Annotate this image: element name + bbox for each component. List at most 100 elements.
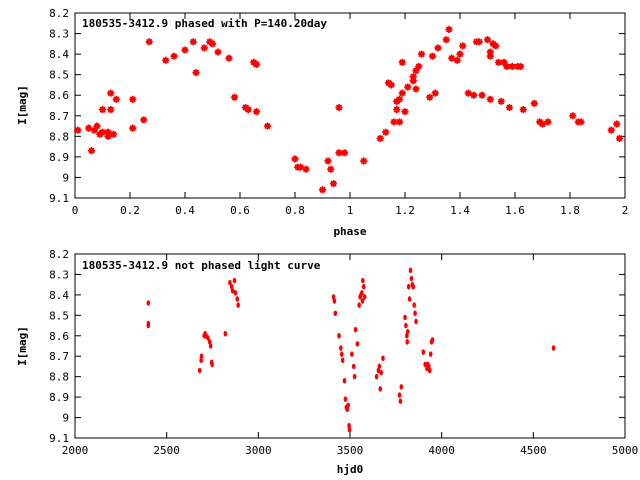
data-point [442,36,450,44]
data-point [379,369,383,376]
data-point [342,377,347,384]
data-point [170,52,178,60]
unphased-plot-frame [74,253,626,439]
data-point [104,128,112,136]
y-tick-label: 8.5 [49,309,69,322]
phased-axis-ticks: 0 0.2 0.4 0.6 0.8 1 1.2 1.4 1.6 1.8 2 8.2 8.3 8.4 8.5 8… [49,7,628,217]
data-point [397,392,402,398]
data-point [199,357,203,364]
unphased-data-points [146,267,556,433]
phased-plot-frame [74,12,626,199]
data-point [107,106,115,114]
data-point [353,326,358,333]
data-point [208,343,213,349]
data-point [415,62,423,71]
data-point [206,335,210,341]
data-point [408,267,413,274]
data-point [98,128,107,136]
data-point [387,81,395,89]
data-point [343,396,348,402]
data-point [497,97,505,105]
data-point [404,322,408,329]
data-point [360,298,365,304]
unphased-y-axis-label: I[mag] [16,326,29,366]
unphased-axis-ticks: 2000 2500 3000 3500 4000 4500 5000 8.2 8.3 8.4 8.5… [49,248,638,457]
data-point [412,302,416,308]
data-point [296,163,305,171]
y-tick-label: 8.2 [49,248,69,261]
data-point [405,339,410,345]
y-tick-label: 8.4 [49,289,69,302]
data-point [340,357,345,364]
data-point [430,337,435,343]
data-point [399,384,404,390]
y-tick-label: 8.7 [49,110,69,123]
data-point [421,349,426,355]
data-point [263,122,272,130]
data-point [252,108,261,116]
data-point [230,288,235,294]
data-point [505,103,514,112]
x-tick-label: 2000 [62,444,89,457]
data-point [352,373,357,380]
data-point [236,302,240,308]
data-point [607,126,615,134]
data-point [230,93,239,101]
data-point [459,42,467,50]
data-point [569,112,577,120]
data-point [403,314,407,321]
data-point [407,296,412,302]
data-point [355,341,360,347]
data-point [413,310,417,317]
data-point [395,118,404,126]
data-point [192,69,200,77]
data-point [145,38,153,46]
data-point [302,165,310,173]
y-tick-label: 8.5 [49,69,69,82]
data-point [464,89,472,97]
data-point [426,93,434,101]
data-point [613,120,621,128]
data-point [378,386,383,392]
data-point [448,54,456,62]
data-point [427,367,432,374]
data-point [398,398,403,405]
data-point [350,351,354,357]
data-point [347,427,352,433]
data-point [197,367,202,374]
data-point [347,422,351,429]
data-point [357,302,361,308]
data-point [486,52,494,60]
data-point [329,180,338,188]
data-point [411,283,416,290]
data-point [244,106,252,114]
data-point [409,275,414,282]
unphased-chart-title: 180535-3412.9 not phased light curve [82,259,321,272]
data-point [530,99,538,108]
x-tick-label: 0.6 [230,204,250,217]
data-point [235,296,240,302]
data-point [398,89,406,97]
y-tick-label: 9.1 [49,192,69,205]
x-tick-label: 1.6 [505,204,525,217]
y-tick-label: 9 [62,412,69,425]
y-tick-label: 8.9 [49,151,69,164]
data-point [361,283,366,290]
y-tick-label: 9.1 [49,432,69,445]
data-point [516,62,525,71]
y-tick-label: 8.9 [49,391,69,404]
data-point [404,83,412,91]
data-point [228,279,232,286]
data-point [232,277,237,284]
x-tick-label: 1.8 [560,204,580,217]
data-point [107,89,115,97]
y-tick-label: 8.4 [49,48,69,61]
x-tick-label: 1.4 [450,204,470,217]
data-point [140,116,148,124]
data-point [337,332,341,339]
data-point [129,95,137,103]
data-point [519,106,527,114]
data-point [428,52,437,60]
x-tick-label: 0.8 [285,204,305,217]
